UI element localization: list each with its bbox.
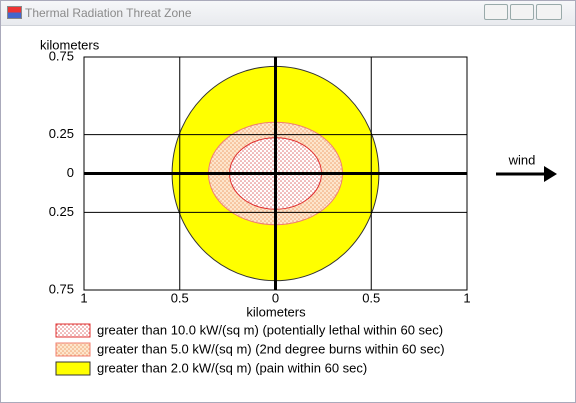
minimize-button[interactable]: [484, 4, 508, 20]
x-tick-label: 0.5: [362, 290, 380, 305]
y-axis-label: kilometers: [40, 37, 100, 52]
wind-arrow-head: [544, 166, 557, 182]
x-tick-label: 1: [80, 290, 87, 305]
legend-swatch: [55, 323, 91, 338]
legend-label: greater than 10.0 kW/(sq m) (potentially…: [97, 322, 443, 337]
y-tick-label: 0.25: [49, 204, 74, 219]
wind-label: wind: [508, 152, 536, 167]
y-tick-label: 0.25: [49, 126, 74, 141]
close-button[interactable]: [536, 4, 562, 20]
y-tick-label: 0: [67, 165, 74, 180]
title-bar: Thermal Radiation Threat Zone: [1, 1, 575, 26]
legend-swatch: [55, 342, 91, 357]
y-tick-label: 0.75: [49, 281, 74, 296]
legend-swatch: [55, 361, 91, 376]
x-tick-label: 0: [272, 290, 279, 305]
maximize-button[interactable]: [510, 4, 534, 20]
window-title: Thermal Radiation Threat Zone: [25, 6, 192, 20]
x-tick-label: 1: [463, 290, 470, 305]
legend-label: greater than 2.0 kW/(sq m) (pain within …: [97, 360, 367, 375]
legend-label: greater than 5.0 kW/(sq m) (2nd degree b…: [97, 341, 445, 356]
x-axis-label: kilometers: [246, 304, 306, 319]
app-icon: [7, 6, 22, 19]
x-tick-label: 0.5: [171, 290, 189, 305]
plot-frame: [83, 56, 468, 291]
y-tick-label: 0.75: [49, 48, 74, 63]
